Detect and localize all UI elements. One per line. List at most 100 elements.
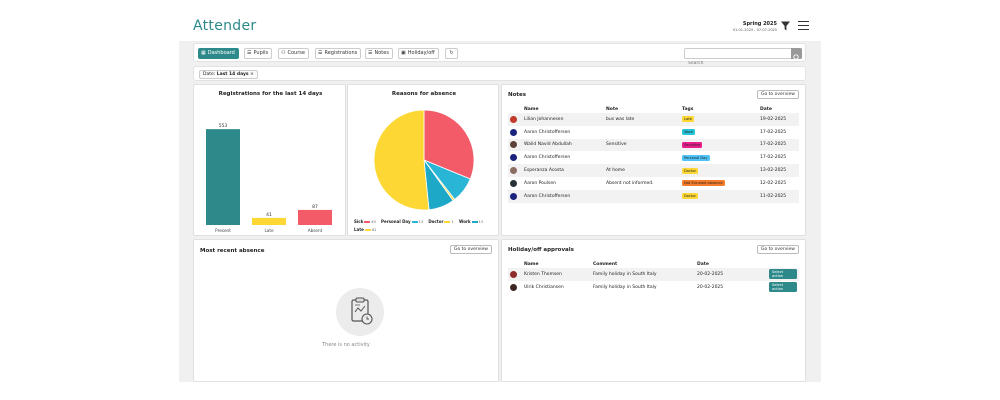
holiday-date: 20-02-2025	[695, 268, 767, 281]
holiday-name: Kristen Thomsen	[522, 268, 591, 281]
note-date: 17-02-2025	[758, 138, 799, 152]
note-text	[604, 189, 680, 203]
note-tag: Doctor	[682, 193, 699, 200]
search-button[interactable]	[791, 48, 802, 61]
note-row[interactable]: Aaron Poulsen Absent not informed. Not Exc…	[508, 177, 799, 190]
date-filter-chip[interactable]: Date: Last 14 days ×	[199, 70, 258, 79]
note-tag: Sensitive	[682, 141, 703, 148]
note-name: Aaron Christoffersen	[522, 189, 604, 203]
filter-prefix: Date:	[203, 72, 216, 77]
pie-slice-sick[interactable]	[423, 109, 475, 180]
active-filters-bar: Date: Last 14 days ×	[193, 66, 806, 81]
note-name: Aaron Christoffersen	[524, 155, 571, 161]
dashboard-button[interactable]: ▦ Dashboard	[198, 48, 239, 59]
avatar	[510, 167, 517, 175]
note-date: 13-02-2025	[758, 164, 799, 177]
term-dates: 01-01-2025 - 07-07-2025	[732, 28, 777, 32]
recent-absence-title: Most recent absence	[200, 248, 265, 254]
avatar	[510, 154, 517, 162]
note-name: Lilian Johannesen	[522, 113, 604, 126]
legend-item[interactable]: Personal Day 13	[381, 219, 424, 224]
holiday-date: 20-02-2025	[697, 284, 724, 290]
pupils-button[interactable]: ☰ Pupils	[244, 48, 273, 59]
course-button[interactable]: ⚇ Course	[278, 48, 309, 59]
select-action-button[interactable]: Select action	[769, 269, 797, 280]
holiday-off-label: Holiday/off	[407, 50, 435, 56]
legend-item[interactable]: Work 13	[458, 219, 484, 224]
registrations-label: Registrations	[324, 50, 358, 56]
list-icon: ☰	[318, 50, 323, 56]
select-action-button[interactable]: Select action	[769, 282, 797, 293]
note-row[interactable]: Esperanza Acosta At home Doctor 13-02-2025	[508, 164, 799, 177]
avatar	[510, 115, 517, 123]
note-row[interactable]: Aaron Christoffersen Personal Day 17-02-20…	[508, 151, 799, 164]
bar-category-label: Late	[264, 228, 274, 233]
bar-present[interactable]	[206, 129, 240, 225]
notes-button[interactable]: ☰ Notes	[365, 48, 393, 59]
avatar	[510, 179, 517, 187]
legend-item[interactable]: Late 81	[354, 227, 377, 232]
app-logo[interactable]: Attender	[193, 18, 257, 34]
clipboard-clock-icon	[336, 288, 384, 336]
note-row[interactable]: Lilian Johannesen bus was late Late 19-02-2…	[508, 113, 799, 126]
note-row[interactable]: Aaron Christoffersen Work 17-02-2025	[508, 126, 799, 139]
bar-value-label: 553	[219, 123, 228, 129]
bar-category-label: Absent	[308, 228, 323, 233]
holiday-off-button[interactable]: ▣ Holiday/off	[398, 48, 439, 59]
holiday-approvals-title: Holiday/off approvals	[508, 247, 574, 253]
note-row[interactable]: Walid Navid Abdullah Sensitive Sensitive 17…	[508, 138, 799, 152]
holiday-comment: Family holiday in South Italy	[593, 284, 657, 290]
absence-overview-button[interactable]: Go to overview	[449, 245, 492, 254]
note-text: Absent not informed.	[606, 180, 654, 186]
term-selector[interactable]: Spring 2025 01-01-2025 - 07-07-2025	[733, 21, 777, 32]
bar-late[interactable]	[252, 217, 286, 225]
main-toolbar: ▦ Dashboard ☰ Pupils ⚇ Course ☰ Registration…	[193, 43, 806, 68]
holiday-overview-button[interactable]: Go to overview	[756, 245, 799, 254]
course-label: Course	[287, 50, 305, 56]
column-header[interactable]: Tags	[682, 106, 694, 112]
avatar	[510, 283, 517, 291]
legend-item[interactable]: Sick 49	[354, 219, 376, 224]
filter-icon[interactable]	[781, 21, 790, 31]
note-text	[604, 151, 680, 164]
column-header[interactable]: Name	[524, 261, 539, 267]
legend-item[interactable]: Doctor 1	[428, 219, 454, 224]
remove-filter-icon[interactable]: ×	[250, 72, 254, 77]
search-input[interactable]	[685, 59, 789, 68]
note-name: Esperanza Acosta	[522, 164, 604, 177]
holiday-row: Kristen Thomsen Family holiday in South I…	[508, 268, 799, 281]
refresh-button[interactable]: ↻	[445, 48, 458, 59]
note-date: 11-02-2025	[758, 189, 799, 203]
pie-slice-late[interactable]	[373, 109, 430, 211]
note-text	[604, 126, 680, 139]
dashboard-label: Dashboard	[207, 50, 235, 56]
bar-absent[interactable]	[298, 209, 332, 225]
note-date: 12-02-2025	[760, 180, 787, 186]
reasons-title: Reasons for absence	[391, 91, 457, 97]
notes-overview-button[interactable]: Go to overview	[756, 90, 799, 99]
hamburger-menu-icon[interactable]	[798, 21, 809, 31]
calendar-icon: ▣	[401, 50, 406, 56]
note-name: Walid Navid Abdullah	[522, 138, 604, 152]
note-date: 17-02-2025	[760, 155, 787, 161]
users-icon: ⚇	[281, 50, 286, 56]
column-header[interactable]: Name	[524, 106, 539, 112]
note-name: Aaron Christoffersen	[524, 129, 571, 135]
column-header[interactable]: Date	[697, 261, 709, 267]
search-icon	[793, 54, 800, 61]
notes-card: Notes Go to overview Name Note Tags Date…	[501, 84, 806, 236]
app-window: Attender Spring 2025 01-01-2025 - 07-07-…	[179, 14, 821, 382]
note-row[interactable]: Aaron Christoffersen Doctor 11-02-2025	[508, 189, 799, 203]
note-text: At home	[604, 164, 680, 177]
column-header[interactable]: Date	[760, 106, 772, 112]
reasons-pie-chart	[373, 109, 475, 211]
note-text: bus was late	[604, 113, 680, 126]
notes-icon: ☰	[368, 50, 373, 56]
note-text: Sensitive	[604, 138, 680, 152]
refresh-icon: ↻	[449, 50, 454, 56]
registrations-button[interactable]: ☰ Registrations	[315, 48, 362, 59]
column-header[interactable]: Note	[606, 106, 619, 112]
registrations-title: Registrations for the last 14 days	[218, 91, 323, 97]
pie-legend: Sick 49 Personal Day 13 Doctor 1 Work 13 Lat…	[354, 218, 494, 234]
column-header[interactable]: Comment	[593, 261, 618, 267]
